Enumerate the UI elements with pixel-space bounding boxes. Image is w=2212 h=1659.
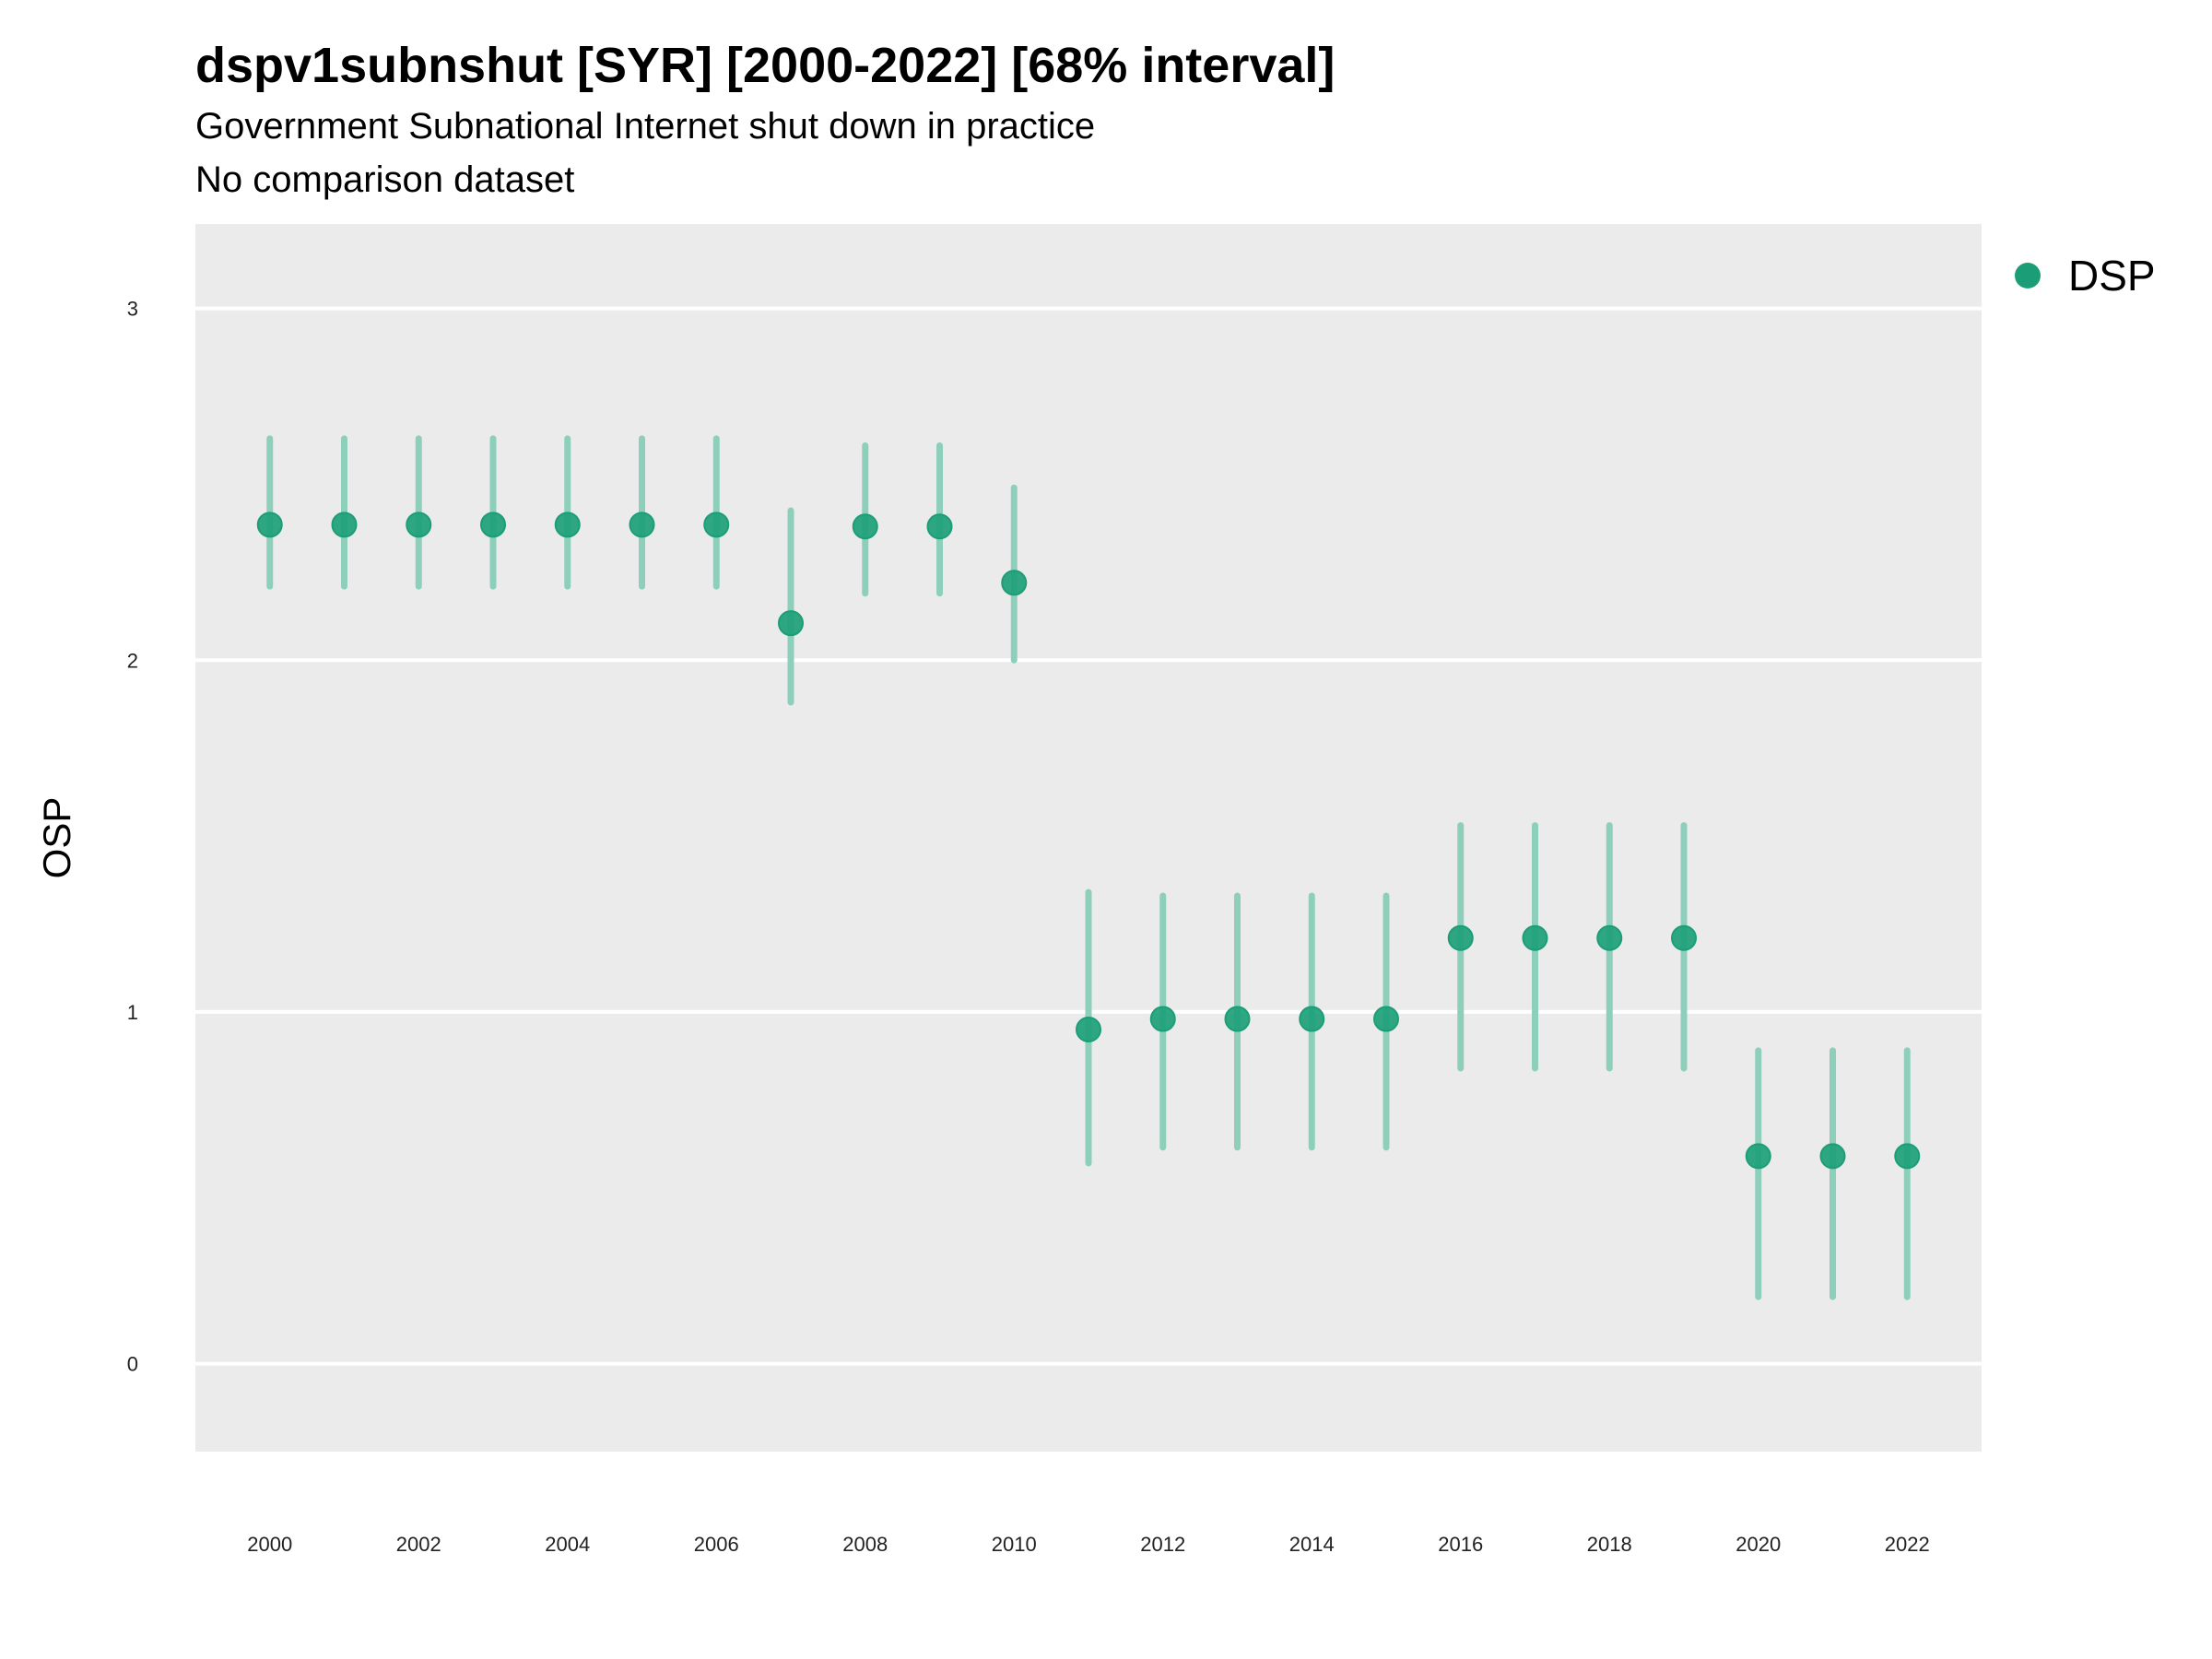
x-tick-label: 2004 [545,1533,590,1556]
x-tick-label: 2020 [1735,1533,1781,1556]
data-point [926,513,953,540]
data-point [1819,1143,1846,1170]
data-point [1522,924,1548,951]
chart-title: dspv1subnshut [SYR] [2000-2022] [68% int… [195,38,1335,93]
data-point [1447,924,1474,951]
y-tick-label: 1 [127,1001,138,1024]
data-point [852,513,878,540]
legend-label-dsp: DSP [2068,252,2156,300]
x-tick-label: 2000 [247,1533,292,1556]
data-point [1149,1006,1176,1032]
data-point [703,512,730,538]
y-tick-label: 3 [127,298,138,321]
chart-subtitle: Government Subnational Internet shut dow… [195,106,1096,147]
data-point [256,512,283,538]
y-tick-label: 2 [127,649,138,672]
x-tick-label: 2010 [992,1533,1037,1556]
plot-panel [195,224,1982,1452]
data-point [1299,1006,1325,1032]
data-point [629,512,655,538]
x-tick-label: 2014 [1289,1533,1335,1556]
chart-caption: No comparison dataset [195,159,575,200]
data-point [480,512,506,538]
x-tick-label: 2008 [842,1533,888,1556]
data-point [1894,1143,1921,1170]
legend-key-dsp [2015,263,2041,288]
data-point [554,512,581,538]
y-tick-label: 0 [127,1353,138,1376]
x-tick-label: 2022 [1885,1533,1930,1556]
data-point [1373,1006,1399,1032]
data-point [1224,1006,1251,1032]
legend: DSP [2015,251,2156,300]
data-point [1745,1143,1771,1170]
x-tick-label: 2018 [1587,1533,1632,1556]
x-tick-label: 2012 [1140,1533,1185,1556]
x-tick-label: 2002 [396,1533,441,1556]
data-point [778,610,804,637]
y-axis-label: OSP [35,797,78,879]
data-point [1596,924,1623,951]
data-point [331,512,358,538]
data-point [1001,570,1028,596]
x-tick-label: 2006 [694,1533,739,1556]
data-point [1076,1017,1101,1043]
x-tick-label: 2016 [1438,1533,1483,1556]
data-point [406,512,432,538]
data-point [1671,924,1697,951]
